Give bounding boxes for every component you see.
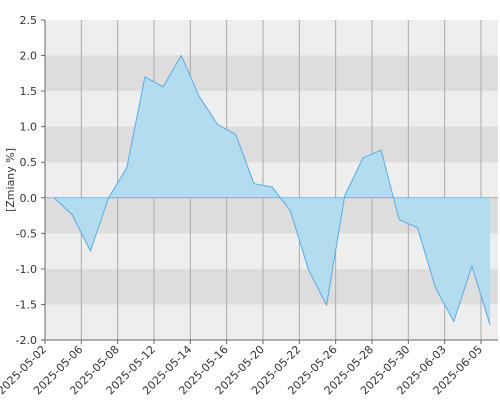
grid-band — [45, 268, 498, 305]
y-tick-label: -1.0 — [16, 263, 37, 276]
y-tick-label: 1.0 — [20, 121, 38, 134]
y-tick-label: 0.5 — [20, 156, 38, 169]
grid-band — [45, 126, 498, 163]
y-tick-label: -2.0 — [16, 334, 37, 347]
y-tick-label: -1.5 — [16, 298, 37, 311]
y-tick-label: 2.0 — [20, 50, 38, 63]
y-tick-label: 1.5 — [20, 85, 38, 98]
y-tick-label: -0.5 — [16, 227, 37, 240]
y-tick-label: 0.0 — [20, 192, 38, 205]
y-tick-label: 2.5 — [20, 14, 38, 27]
line — [53, 54, 491, 326]
y-axis-label: [Zmiany %] — [4, 148, 17, 212]
area — [54, 55, 491, 326]
plot-background — [45, 20, 498, 340]
grid-band — [45, 55, 498, 92]
